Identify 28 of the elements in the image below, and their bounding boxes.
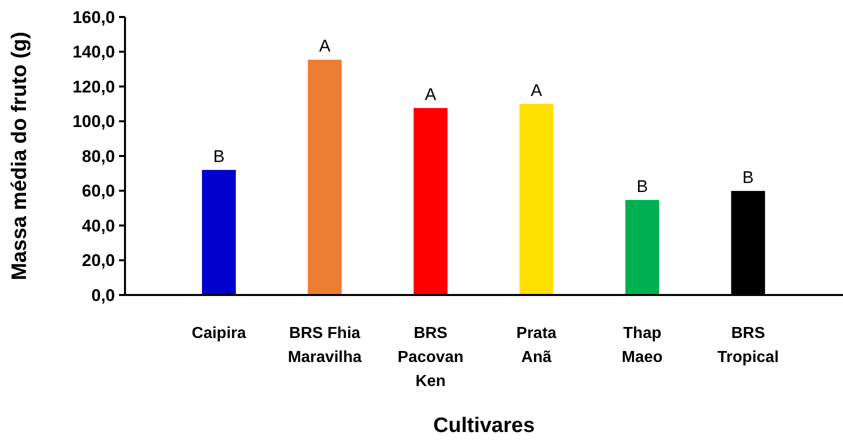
y-axis-title: Massa média do fruto (g) [8, 32, 31, 280]
y-tick-label: 40,0 [82, 216, 115, 236]
bar [308, 60, 342, 295]
y-tick-label: 0,0 [91, 286, 115, 305]
x-tick-label: Thap Maeo [622, 325, 663, 366]
bar [202, 170, 236, 295]
x-tick-label: Prata Anã [516, 325, 557, 366]
y-tick-label: 20,0 [82, 251, 115, 270]
annotation: B [742, 168, 754, 187]
annotation: A [424, 85, 437, 104]
x-tick-label: BRS Pacovan Ken [398, 325, 464, 390]
y-tick-label: 80,0 [82, 146, 115, 166]
y-tick-label: 60,0 [82, 182, 115, 201]
annotation: A [530, 80, 543, 100]
x-tick-label: Caipira [192, 325, 246, 342]
bar [625, 200, 660, 295]
x-tick-label: BRS Tropical [717, 325, 779, 366]
annotation: B [213, 146, 225, 166]
y-tick-label: 160,0 [72, 8, 115, 27]
annotation: A [319, 36, 332, 56]
y-tick-label: 100,0 [72, 112, 115, 132]
bar [519, 104, 554, 295]
annotation: B [636, 176, 648, 196]
y-tick-label: 120,0 [72, 77, 115, 96]
x-tick-label: BRS Fhia Maravilha [288, 325, 362, 366]
bar [414, 108, 448, 295]
y-tick-label: 140,0 [72, 42, 115, 62]
x-axis-title: Cultivares [433, 414, 535, 437]
